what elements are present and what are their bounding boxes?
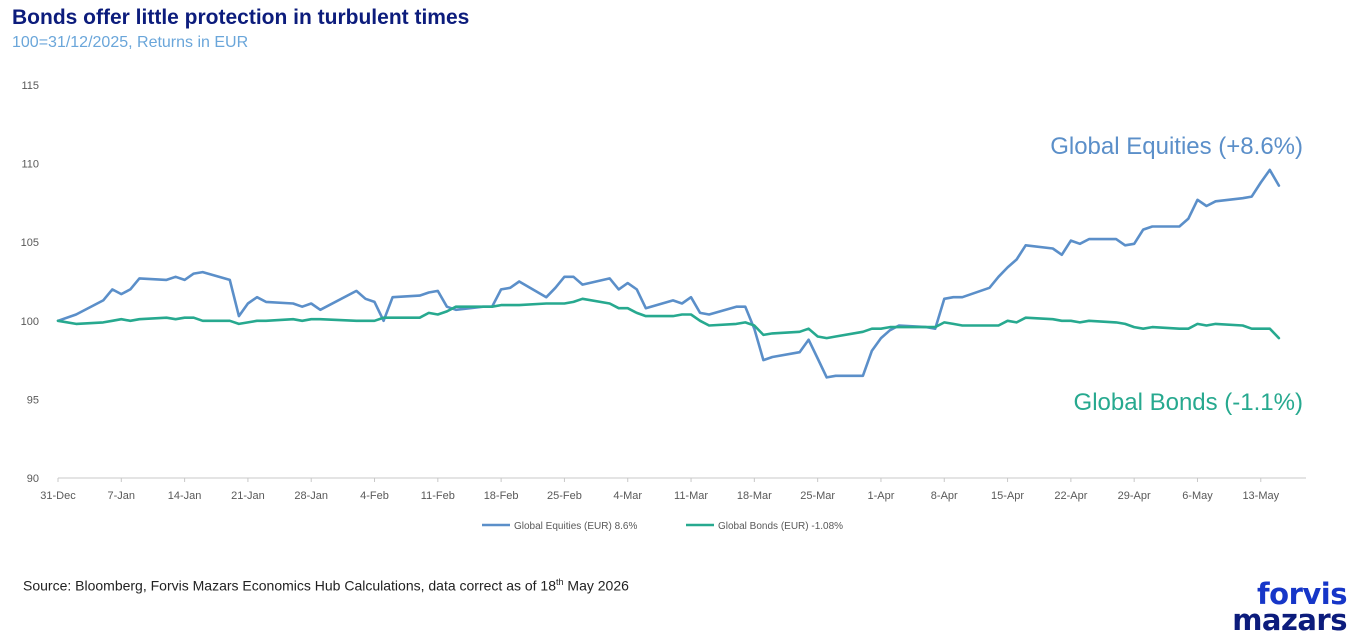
x-tick-label: 7-Jan (108, 490, 136, 502)
x-tick-label: 4-Feb (360, 490, 389, 502)
x-tick-label: 6-May (1182, 490, 1213, 502)
series-line-global-bonds (56, 297, 1281, 340)
x-tick-label: 22-Apr (1054, 490, 1087, 502)
x-tick-label: 11-Mar (674, 490, 708, 502)
x-tick-label: 4-Mar (613, 490, 642, 502)
y-tick-label: 110 (21, 159, 39, 171)
series-lines (56, 168, 1281, 379)
x-tick-label: 15-Apr (991, 490, 1024, 502)
forvis-mazars-logo: forvis mazars (1232, 577, 1347, 637)
y-axis: 90 95 100 105 110 115 (21, 80, 39, 485)
annotation-equities: Global Equities (+8.6%) (1050, 133, 1303, 160)
series-annotations: Global Equities (+8.6%) Global Bonds (-1.… (1050, 133, 1303, 416)
x-tick-label: 25-Feb (547, 490, 582, 502)
source-note: Source: Bloomberg, Forvis Mazars Economi… (23, 577, 629, 594)
y-tick-label: 105 (21, 237, 39, 249)
x-tick-label: 25-Mar (800, 490, 835, 502)
y-tick-label: 115 (21, 80, 39, 92)
source-superscript: th (556, 577, 564, 587)
logo-line-2: mazars (1232, 603, 1347, 637)
line-chart: 90 95 100 105 110 115 31-Dec 7-Jan 14-Jan 21-Jan… (21, 80, 1306, 532)
x-tick-label: 31-Dec (40, 490, 76, 502)
x-tick-label: 18-Mar (737, 490, 772, 502)
y-tick-label: 100 (21, 316, 39, 328)
y-tick-label: 90 (27, 473, 39, 485)
legend-label: Global Bonds (EUR) -1.08% (718, 521, 843, 532)
x-tick-label: 29-Apr (1118, 490, 1151, 502)
x-tick-label: 13-May (1242, 490, 1279, 502)
source-text: Source: Bloomberg, Forvis Mazars Economi… (23, 577, 557, 594)
series-line-global-equities (56, 168, 1281, 379)
x-axis: 31-Dec 7-Jan 14-Jan 21-Jan 28-Jan 4-Feb 11-Feb… (40, 478, 1280, 502)
x-tick-label: 11-Feb (421, 490, 455, 502)
x-tick-label: 8-Apr (931, 490, 958, 502)
legend-label: Global Equities (EUR) 8.6% (514, 521, 637, 532)
x-tick-label: 28-Jan (294, 490, 328, 502)
logo-line-1: forvis (1257, 577, 1347, 611)
annotation-bonds: Global Bonds (-1.1%) (1074, 389, 1303, 416)
chart-subtitle: 100=31/12/2025, Returns in EUR (12, 34, 249, 51)
chart-title: Bonds offer little protection in turbule… (12, 6, 470, 29)
legend: Global Equities (EUR) 8.6% Global Bonds (… (482, 521, 843, 532)
source-tail: May 2026 (563, 577, 629, 594)
y-tick-label: 95 (27, 394, 39, 406)
x-tick-label: 1-Apr (868, 490, 895, 502)
x-tick-label: 14-Jan (168, 490, 202, 502)
x-tick-label: 18-Feb (484, 490, 519, 502)
x-tick-label: 21-Jan (231, 490, 265, 502)
